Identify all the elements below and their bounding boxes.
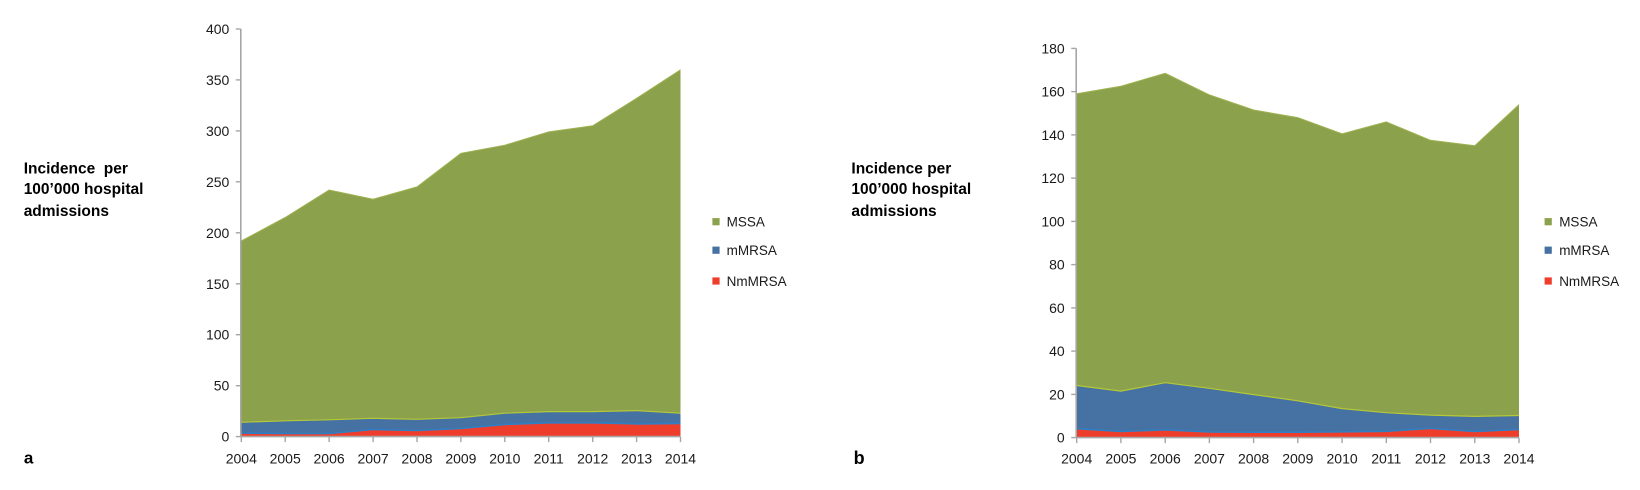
svg-text:b: b: [854, 448, 865, 468]
svg-text:250: 250: [206, 174, 230, 190]
svg-text:2006: 2006: [314, 451, 345, 467]
svg-text:100’000 hospital: 100’000 hospital: [851, 181, 971, 198]
svg-text:180: 180: [1041, 40, 1065, 56]
svg-text:100: 100: [1041, 213, 1065, 229]
svg-text:2006: 2006: [1150, 451, 1181, 467]
svg-text:2004: 2004: [1061, 451, 1092, 467]
svg-text:350: 350: [206, 72, 230, 88]
svg-text:admissions: admissions: [851, 203, 936, 220]
svg-text:2008: 2008: [401, 451, 432, 467]
svg-text:2014: 2014: [1503, 451, 1534, 467]
svg-text:50: 50: [214, 378, 230, 394]
svg-text:Incidence per: Incidence per: [851, 161, 951, 178]
svg-text:2010: 2010: [489, 451, 520, 467]
svg-text:20: 20: [1049, 386, 1065, 402]
svg-text:150: 150: [206, 276, 230, 292]
svg-text:2005: 2005: [1105, 451, 1136, 467]
svg-text:2012: 2012: [1415, 451, 1446, 467]
svg-text:Incidence per: Incidence per: [24, 161, 128, 178]
svg-text:2014: 2014: [665, 451, 696, 467]
svg-text:2004: 2004: [226, 451, 257, 467]
svg-text:2007: 2007: [1194, 451, 1225, 467]
svg-text:MSSA: MSSA: [727, 215, 765, 230]
svg-text:0: 0: [222, 429, 230, 445]
svg-text:NmMRSA: NmMRSA: [727, 274, 787, 289]
svg-text:2007: 2007: [358, 451, 389, 467]
svg-text:80: 80: [1049, 257, 1065, 273]
svg-text:2009: 2009: [445, 451, 476, 467]
svg-text:60: 60: [1049, 300, 1065, 316]
svg-text:2011: 2011: [534, 451, 564, 467]
svg-text:NmMRSA: NmMRSA: [1559, 274, 1619, 289]
svg-text:400: 400: [206, 21, 230, 37]
svg-text:mMRSA: mMRSA: [727, 243, 777, 258]
svg-text:2013: 2013: [1459, 451, 1490, 467]
svg-text:admissions: admissions: [24, 203, 109, 220]
svg-text:2005: 2005: [270, 451, 301, 467]
svg-text:MSSA: MSSA: [1559, 215, 1597, 230]
svg-text:140: 140: [1041, 127, 1065, 143]
svg-text:2009: 2009: [1282, 451, 1313, 467]
svg-text:200: 200: [206, 225, 230, 241]
svg-text:mMRSA: mMRSA: [1559, 243, 1609, 258]
svg-text:40: 40: [1049, 343, 1065, 359]
svg-text:2011: 2011: [1371, 451, 1401, 467]
svg-text:120: 120: [1041, 170, 1065, 186]
svg-text:2013: 2013: [621, 451, 652, 467]
svg-text:100’000 hospital: 100’000 hospital: [24, 181, 144, 198]
svg-text:100: 100: [206, 327, 230, 343]
svg-text:160: 160: [1041, 84, 1065, 100]
svg-text:2012: 2012: [577, 451, 608, 467]
svg-text:2010: 2010: [1327, 451, 1358, 467]
svg-text:300: 300: [206, 123, 230, 139]
svg-text:2008: 2008: [1238, 451, 1269, 467]
svg-text:a: a: [24, 448, 34, 467]
svg-text:0: 0: [1057, 430, 1065, 446]
